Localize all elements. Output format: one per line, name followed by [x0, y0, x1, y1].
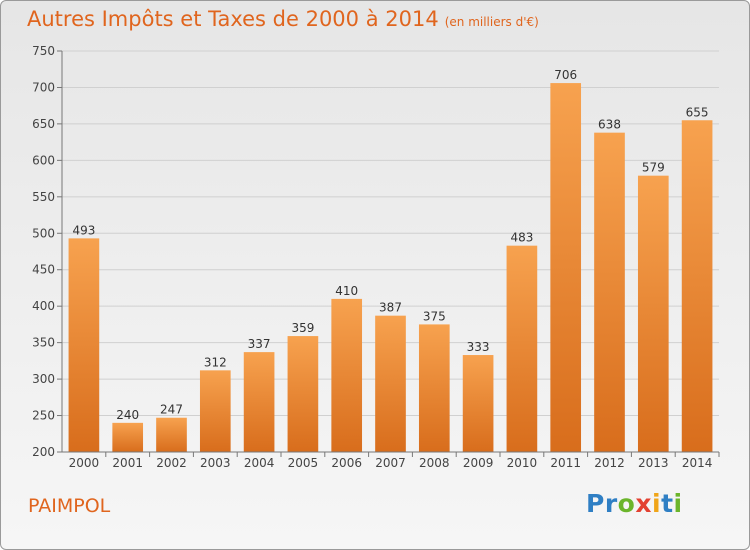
bar-2006: [331, 298, 363, 452]
value-label-2002: 247: [160, 403, 183, 417]
bar-2009: [462, 355, 494, 452]
logo-letter: P: [586, 489, 605, 518]
bar-2002: [156, 417, 187, 452]
value-label-2012: 638: [598, 118, 621, 132]
bar-2008: [418, 324, 450, 452]
logo-letter: r: [604, 489, 618, 518]
value-label-2001: 240: [116, 408, 139, 422]
y-tick-label: 350: [32, 336, 55, 350]
x-tick-label-2008: 2008: [419, 456, 450, 470]
bar-2005: [287, 336, 319, 452]
x-tick-label-2002: 2002: [156, 456, 187, 470]
logo-letter: i: [673, 489, 683, 518]
value-label-2008: 375: [423, 309, 446, 323]
value-label-2005: 359: [291, 321, 314, 335]
chart-subtitle: (en milliers d'€): [444, 15, 539, 29]
chart-title-text: Autres Impôts et Taxes de 2000 à 2014: [27, 7, 439, 31]
value-label-2011: 706: [554, 68, 577, 82]
x-tick-label-2003: 2003: [200, 456, 231, 470]
y-tick-label: 400: [32, 299, 55, 313]
value-label-2013: 579: [642, 161, 665, 175]
bar-2014: [681, 120, 713, 452]
x-tick-label-2006: 2006: [331, 456, 362, 470]
logo-letter: i: [652, 489, 662, 518]
x-tick-label-2007: 2007: [375, 456, 406, 470]
bar-2001: [112, 422, 144, 452]
bar-2010: [506, 245, 538, 452]
value-label-2006: 410: [335, 284, 358, 298]
y-tick-label: 600: [32, 153, 55, 167]
x-tick-label-2012: 2012: [594, 456, 625, 470]
x-tick-label-2009: 2009: [463, 456, 494, 470]
chart-title: Autres Impôts et Taxes de 2000 à 2014 (en…: [27, 7, 539, 31]
proxiti-logo: Proxiti: [586, 489, 683, 518]
value-label-2003: 312: [204, 355, 227, 369]
y-axis: 200 250 300 350 400 450 500 550 600 650 700 750: [32, 44, 63, 459]
y-tick-label: 700: [32, 80, 55, 94]
value-label-2000: 493: [72, 223, 95, 237]
value-label-2009: 333: [467, 340, 490, 354]
bar-2007: [375, 315, 406, 452]
y-tick-label: 550: [32, 190, 55, 204]
bars: 493 240 247 312 337 359 410 387 375 333 483 706 638 5…: [68, 68, 713, 452]
bar-2011: [550, 83, 582, 452]
y-tick-label: 750: [32, 44, 55, 58]
x-tick-label-2010: 2010: [507, 456, 538, 470]
x-tick-label-2014: 2014: [682, 456, 713, 470]
x-tick-label-2001: 2001: [112, 456, 143, 470]
y-tick-label: 450: [32, 263, 55, 277]
bar-2013: [637, 175, 669, 452]
y-tick-label: 250: [32, 409, 55, 423]
bar-2000: [68, 238, 100, 452]
value-label-2010: 483: [510, 231, 533, 245]
x-tick-label-2011: 2011: [550, 456, 581, 470]
x-tick-label-2005: 2005: [288, 456, 319, 470]
bar-2012: [594, 132, 625, 452]
x-tick-label-2004: 2004: [244, 456, 275, 470]
x-tick-label-2000: 2000: [69, 456, 100, 470]
logo-letter: t: [661, 489, 674, 518]
y-tick-label: 200: [32, 445, 55, 459]
bar-2004: [243, 352, 275, 452]
x-axis: 2000 2001 2002 2003 2004 2005 2006 2007 2008 2009…: [62, 451, 720, 470]
value-label-2014: 655: [686, 105, 709, 119]
logo-letter: o: [617, 489, 636, 518]
value-label-2004: 337: [248, 337, 271, 351]
y-tick-label: 500: [32, 226, 55, 240]
bar-2003: [199, 370, 231, 452]
y-tick-label: 650: [32, 117, 55, 131]
place-name: PAIMPOL: [28, 495, 111, 517]
y-tick-label: 300: [32, 372, 55, 386]
value-label-2007: 387: [379, 301, 402, 315]
x-tick-label-2013: 2013: [638, 456, 669, 470]
logo-letter: x: [635, 489, 652, 518]
